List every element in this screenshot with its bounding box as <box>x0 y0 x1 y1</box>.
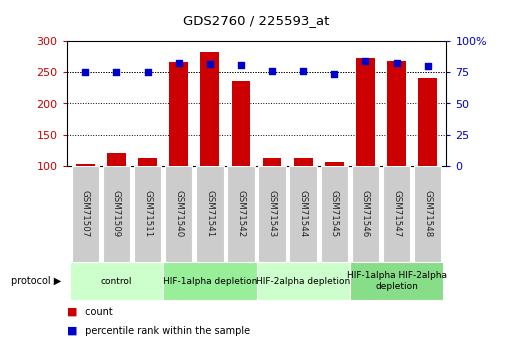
Bar <box>72 166 99 262</box>
Text: HIF-2alpha depletion: HIF-2alpha depletion <box>256 277 350 286</box>
Bar <box>165 166 192 262</box>
Point <box>112 70 121 75</box>
Bar <box>227 166 254 262</box>
Bar <box>70 262 163 300</box>
Bar <box>134 166 161 262</box>
Text: HIF-1alpha depletion: HIF-1alpha depletion <box>163 277 257 286</box>
Bar <box>294 158 312 166</box>
Text: GSM71548: GSM71548 <box>423 190 432 237</box>
Bar <box>289 166 317 262</box>
Bar <box>325 162 344 166</box>
Bar <box>139 158 157 166</box>
Text: control: control <box>101 277 132 286</box>
Bar <box>107 153 126 166</box>
Text: GSM71545: GSM71545 <box>330 190 339 237</box>
Text: GSM71509: GSM71509 <box>112 190 121 237</box>
Text: ■: ■ <box>67 326 77 336</box>
Bar <box>387 61 406 166</box>
Text: GSM71511: GSM71511 <box>143 190 152 237</box>
Text: GDS2760 / 225593_at: GDS2760 / 225593_at <box>183 14 330 27</box>
Point <box>237 62 245 68</box>
Bar <box>196 166 224 262</box>
Point <box>392 60 401 65</box>
Text: GSM71543: GSM71543 <box>268 190 277 237</box>
Bar <box>263 158 282 166</box>
Bar <box>352 166 379 262</box>
Bar <box>201 52 219 166</box>
Bar <box>169 62 188 166</box>
Bar <box>418 78 437 166</box>
Point <box>299 68 307 74</box>
Bar <box>350 262 443 300</box>
Text: GSM71540: GSM71540 <box>174 190 183 237</box>
Point <box>361 59 369 64</box>
Bar <box>259 166 286 262</box>
Point <box>206 61 214 67</box>
Point <box>330 71 339 77</box>
Text: HIF-1alpha HIF-2alpha
depletion: HIF-1alpha HIF-2alpha depletion <box>346 272 446 291</box>
Point <box>144 70 152 75</box>
Point <box>81 70 89 75</box>
Text: GSM71547: GSM71547 <box>392 190 401 237</box>
Text: GSM71507: GSM71507 <box>81 190 90 237</box>
Bar <box>383 166 410 262</box>
Bar <box>231 80 250 166</box>
Bar <box>356 58 374 166</box>
Text: GSM71542: GSM71542 <box>236 190 245 237</box>
Bar <box>163 262 256 300</box>
Bar <box>414 166 441 262</box>
Bar <box>321 166 348 262</box>
Text: ■: ■ <box>67 307 77 317</box>
Point <box>174 60 183 65</box>
Point <box>424 63 432 69</box>
Text: protocol ▶: protocol ▶ <box>11 276 62 286</box>
Text: GSM71541: GSM71541 <box>205 190 214 237</box>
Point <box>268 68 276 74</box>
Bar <box>256 262 350 300</box>
Text: percentile rank within the sample: percentile rank within the sample <box>82 326 250 336</box>
Bar <box>103 166 130 262</box>
Bar <box>76 164 95 166</box>
Text: GSM71544: GSM71544 <box>299 190 308 237</box>
Text: count: count <box>82 307 113 317</box>
Text: GSM71546: GSM71546 <box>361 190 370 237</box>
